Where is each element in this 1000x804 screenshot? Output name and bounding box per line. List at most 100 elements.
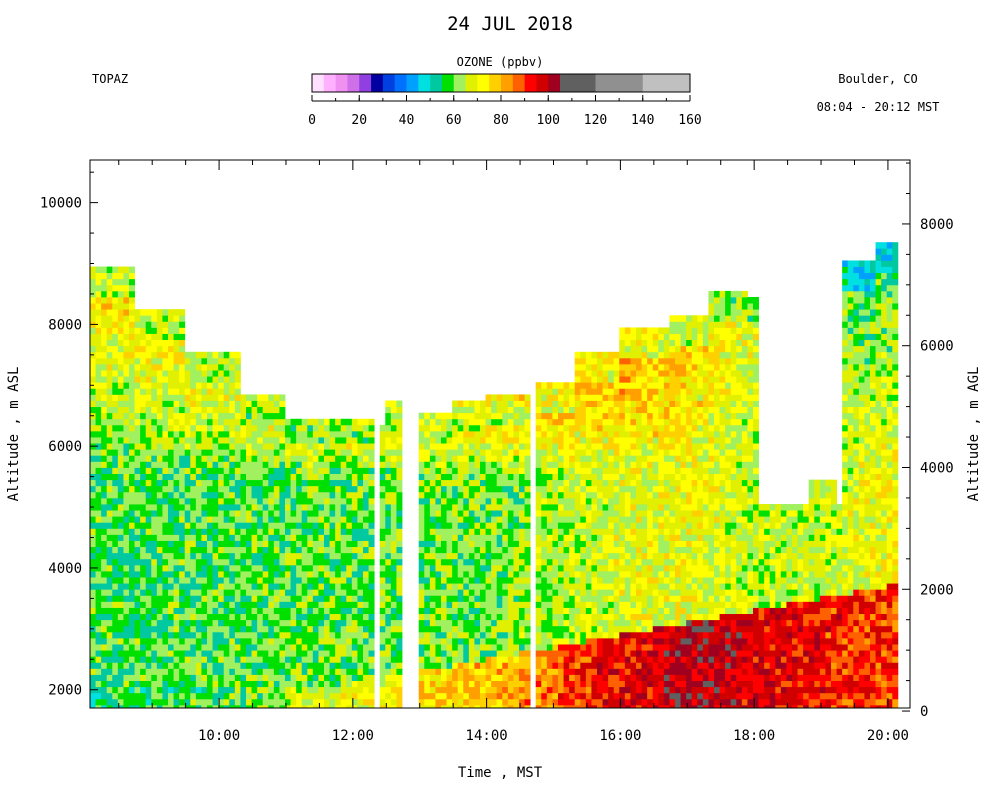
ozone-cell — [318, 577, 324, 583]
ozone-cell — [263, 687, 269, 693]
ozone-cell — [257, 522, 263, 528]
ozone-cell — [268, 407, 274, 413]
ozone-cell — [146, 504, 152, 510]
ozone-cell — [101, 267, 107, 273]
ozone-cell — [129, 559, 135, 565]
ozone-cell — [591, 656, 597, 662]
ozone-cell — [112, 601, 118, 607]
ozone-cell — [252, 693, 258, 699]
ozone-cell — [463, 650, 469, 656]
ozone-cell — [291, 668, 297, 674]
ozone-cell — [96, 425, 102, 431]
ozone-cell — [263, 480, 269, 486]
ozone-cell — [430, 528, 436, 534]
ozone-cell — [486, 467, 492, 473]
ozone-cell — [296, 522, 302, 528]
ozone-cell — [313, 437, 319, 443]
ozone-cell — [525, 638, 531, 644]
ozone-cell — [129, 327, 135, 333]
ozone-cell — [541, 522, 547, 528]
ozone-cell — [502, 407, 508, 413]
ozone-cell — [162, 693, 168, 699]
ozone-cell — [419, 522, 425, 528]
ozone-cell — [190, 352, 196, 358]
ozone-cell — [168, 541, 174, 547]
ozone-cell — [502, 681, 508, 687]
ozone-cell — [486, 668, 492, 674]
ozone-cell — [580, 388, 586, 394]
ozone-cell — [447, 522, 453, 528]
ozone-cell — [279, 461, 285, 467]
ozone-cell — [341, 565, 347, 571]
ozone-cell — [586, 480, 592, 486]
ozone-cell — [497, 504, 503, 510]
ozone-cell — [224, 443, 230, 449]
ozone-cell — [352, 565, 358, 571]
ozone-cell — [112, 504, 118, 510]
ozone-cell — [497, 547, 503, 553]
ozone-cell — [140, 461, 146, 467]
ozone-cell — [452, 626, 458, 632]
ozone-cell — [552, 656, 558, 662]
ozone-cell — [90, 638, 96, 644]
ozone-cell — [419, 571, 425, 577]
ozone-cell — [185, 650, 191, 656]
ozone-cell — [307, 583, 313, 589]
ozone-cell — [90, 401, 96, 407]
ozone-cell — [263, 644, 269, 650]
ozone-cell — [90, 419, 96, 425]
ozone-cell — [552, 455, 558, 461]
ozone-cell — [497, 425, 503, 431]
ozone-cell — [101, 504, 107, 510]
ozone-cell — [580, 595, 586, 601]
ozone-cell — [90, 425, 96, 431]
colorbar-tick-label: 140 — [631, 113, 654, 128]
ozone-cell — [96, 431, 102, 437]
ozone-cell — [480, 498, 486, 504]
ozone-cell — [229, 632, 235, 638]
ozone-cell — [396, 455, 402, 461]
ozone-cell — [508, 431, 514, 437]
ozone-cell — [179, 340, 185, 346]
ozone-cell — [603, 553, 609, 559]
ozone-cell — [118, 309, 124, 315]
ozone-cell — [151, 510, 157, 516]
ozone-cell — [502, 534, 508, 540]
ozone-cell — [151, 534, 157, 540]
ozone-cell — [569, 443, 575, 449]
ozone-cell — [285, 632, 291, 638]
ozone-cell — [302, 534, 308, 540]
ozone-cell — [558, 662, 564, 668]
ozone-cell — [480, 437, 486, 443]
ozone-cell — [424, 644, 430, 650]
ozone-cell — [458, 486, 464, 492]
ozone-cell — [118, 413, 124, 419]
ozone-cell — [118, 553, 124, 559]
ozone-cell — [586, 528, 592, 534]
ozone-cell — [480, 413, 486, 419]
ozone-cell — [157, 388, 163, 394]
ozone-cell — [107, 656, 113, 662]
ozone-cell — [552, 565, 558, 571]
ozone-cell — [580, 559, 586, 565]
ozone-cell — [486, 632, 492, 638]
ozone-cell — [447, 455, 453, 461]
ozone-cell — [112, 303, 118, 309]
ozone-cell — [174, 675, 180, 681]
ozone-cell — [135, 583, 141, 589]
ozone-cell — [441, 681, 447, 687]
ozone-cell — [541, 601, 547, 607]
ozone-cell — [135, 638, 141, 644]
ozone-cell — [162, 687, 168, 693]
ozone-cell — [536, 583, 542, 589]
ozone-cell — [235, 668, 241, 674]
ozone-cell — [424, 419, 430, 425]
ozone-cell — [135, 437, 141, 443]
ozone-cell — [324, 425, 330, 431]
ozone-cell — [252, 461, 258, 467]
ozone-cell — [162, 583, 168, 589]
ozone-cell — [575, 370, 581, 376]
ozone-cell — [519, 534, 525, 540]
ozone-cell — [580, 461, 586, 467]
ozone-cell — [391, 425, 397, 431]
